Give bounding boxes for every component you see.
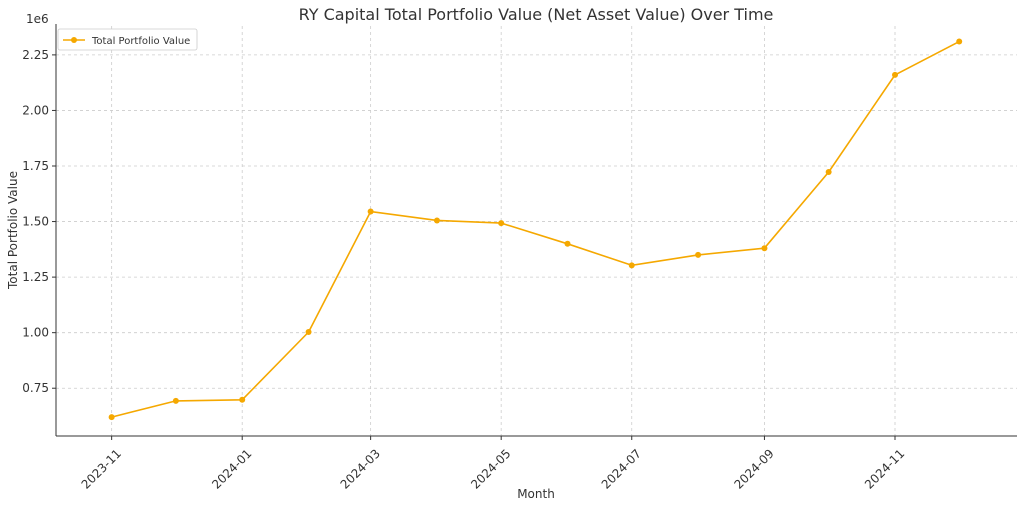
y-tick-label: 2.00: [22, 103, 49, 117]
data-point: [305, 329, 312, 335]
legend-box: [57, 28, 198, 51]
data-point: [108, 414, 115, 421]
y-tick-label: 1.75: [22, 159, 49, 173]
x-tick-label: 2023-11: [79, 446, 124, 491]
chart-title: RY Capital Total Portfolio Value (Net As…: [299, 5, 774, 24]
x-tick-label: 2024-01: [209, 446, 254, 491]
y-tick-label: 1.00: [22, 326, 49, 340]
data-point: [761, 245, 768, 252]
y-axis-label: Total Portfolio Value: [6, 171, 20, 290]
data-point: [239, 396, 246, 403]
legend: Total Portfolio Value: [57, 28, 198, 51]
y-tick-label: 0.75: [22, 381, 49, 395]
y-tick-label: 1.50: [22, 215, 49, 229]
data-point: [628, 262, 635, 269]
x-tick-label: 2024-05: [468, 446, 513, 491]
data-point: [433, 217, 440, 224]
y-tick-label: 2.25: [22, 48, 49, 62]
data-point: [956, 38, 963, 45]
data-point: [172, 397, 179, 404]
x-tick-label: 2024-03: [338, 446, 383, 491]
x-tick-label: 2024-09: [731, 446, 776, 491]
x-tick-label: 2024-07: [599, 446, 644, 491]
y-offset-label: 1e6: [26, 12, 49, 26]
series-line: [111, 40, 960, 418]
x-tick-label: 2024-11: [862, 446, 907, 491]
data-point: [498, 220, 505, 227]
x-axis-label: Month: [517, 487, 555, 501]
data-point: [825, 169, 832, 175]
data-point: [564, 240, 571, 247]
data-point: [892, 71, 899, 78]
legend-entry: Total Portfolio Value: [91, 36, 190, 47]
legend-dot-marker: [71, 37, 77, 43]
y-tick-label: 1.25: [22, 270, 49, 284]
data-point: [367, 208, 374, 215]
data-point: [695, 251, 702, 258]
